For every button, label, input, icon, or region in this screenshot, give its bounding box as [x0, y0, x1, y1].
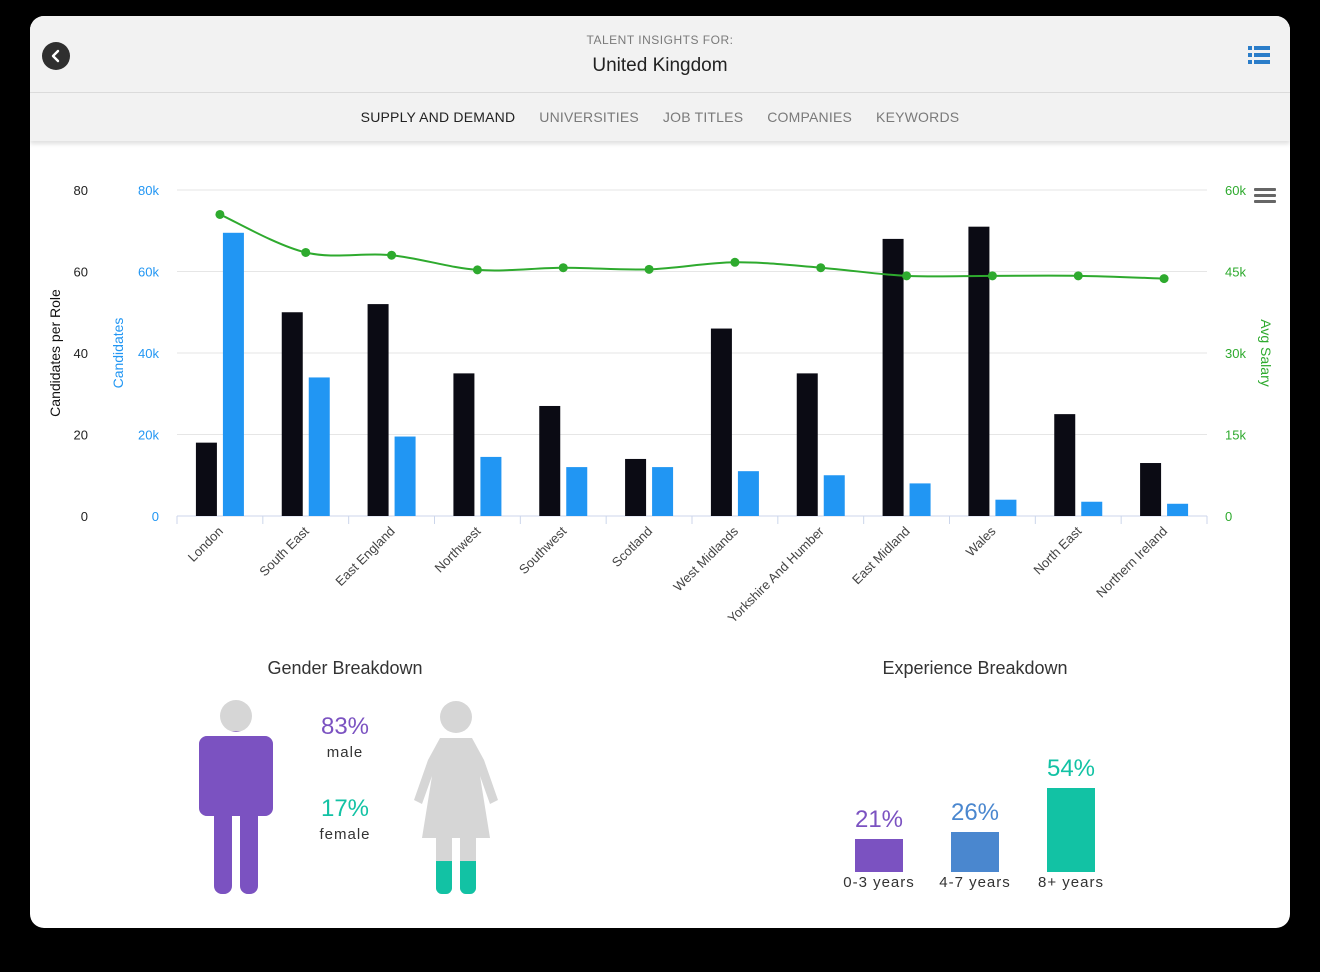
x-tick-label: North East [1030, 523, 1084, 577]
male-label: male [326, 744, 364, 761]
avg-salary-point [1159, 274, 1169, 284]
bar-candidates-per-role [882, 238, 904, 516]
gender-breakdown-title: Gender Breakdown [267, 658, 423, 678]
avg-salary-point [301, 247, 311, 257]
experience-percentage: 54% [1046, 755, 1096, 782]
avg-salary-point [730, 257, 740, 267]
bar-candidates [823, 475, 845, 516]
experience-percentage: 26% [950, 798, 1000, 826]
avg-salary-point [1073, 271, 1083, 281]
bar-candidates-per-role [367, 304, 389, 516]
x-tick-label: London [185, 524, 226, 565]
experience-label: 0-3 years [843, 874, 915, 891]
back-button[interactable] [42, 42, 70, 70]
x-tick-label: Northern Ireland [1093, 524, 1170, 601]
x-tick-label: West Midlands [670, 523, 741, 594]
bar-candidates [308, 377, 330, 516]
x-tick-label: East Midland [849, 524, 913, 588]
x-tick-label: East England [332, 524, 397, 589]
avg-salary-point [987, 271, 997, 281]
y-tick-left2: 0 [152, 509, 159, 524]
y-axis-title-right: Avg Salary [1258, 319, 1274, 386]
chevron-left-icon [51, 49, 60, 63]
bar-candidates [909, 483, 931, 516]
y-tick-left1: 0 [81, 509, 88, 524]
y-tick-right: 60k [1225, 183, 1246, 198]
y-tick-left2: 20k [138, 428, 159, 443]
bar-candidates [222, 232, 244, 516]
experience-label: 8+ years [1038, 874, 1104, 891]
y-tick-left1: 80 [74, 183, 88, 198]
bar-candidates-per-role [796, 373, 818, 516]
avg-salary-point [215, 209, 225, 219]
bar-candidates [737, 471, 759, 516]
y-tick-left1: 20 [74, 428, 88, 443]
male-figure-icon [199, 700, 273, 894]
tab-keywords[interactable]: KEYWORDS [876, 109, 960, 125]
y-axis-title-left1: Candidates per Role [47, 289, 63, 417]
bar-candidates-per-role [625, 458, 647, 516]
male-percentage: 83% [320, 713, 370, 740]
list-view-icon[interactable] [1248, 46, 1270, 64]
bar-candidates [480, 456, 502, 516]
tab-universities[interactable]: UNIVERSITIES [539, 109, 639, 125]
y-tick-right: 15k [1225, 428, 1246, 443]
tab-companies[interactable]: COMPANIES [767, 109, 853, 125]
hamburger-menu-icon[interactable] [1254, 188, 1276, 204]
bar-candidates [394, 436, 416, 516]
y-tick-right: 45k [1225, 265, 1246, 280]
avg-salary-point [472, 265, 482, 275]
x-tick-label: South East [256, 523, 312, 579]
x-tick-label: Northwest [432, 523, 484, 575]
bar-candidates [652, 467, 674, 516]
bar-candidates-per-role [195, 442, 217, 516]
tab-job-titles[interactable]: JOB TITLES [662, 109, 744, 125]
y-tick-left2: 80k [138, 183, 159, 198]
experience-breakdown-title: Experience Breakdown [882, 658, 1068, 678]
supply-demand-chart: 0 0 0 20 20k 15k 40 40k 30k 60 60k 45k 80 80k 60k Candi… [47, 183, 1274, 626]
bar-candidates-per-role [710, 328, 732, 516]
bar-candidates [995, 499, 1017, 516]
tab-supply-and-demand[interactable]: SUPPLY AND DEMAND [360, 109, 516, 125]
experience-percentage: 21% [854, 806, 904, 834]
avg-salary-point [816, 263, 826, 273]
experience-label: 4-7 years [939, 874, 1011, 891]
y-tick-left2: 60k [138, 265, 159, 280]
bar-candidates [1081, 501, 1103, 516]
y-tick-right: 30k [1225, 346, 1246, 361]
x-tick-label: Wales [963, 523, 999, 559]
header-bar: TALENT INSIGHTS FOR: United Kingdom [30, 16, 1290, 93]
avg-salary-point [558, 263, 568, 273]
experience-bar [855, 839, 903, 872]
bar-candidates-per-role [1140, 463, 1162, 516]
y-tick-left2: 40k [138, 346, 159, 361]
y-tick-right: 0 [1225, 509, 1232, 524]
experience-bar [951, 831, 999, 872]
avg-salary-point [644, 264, 654, 274]
female-label: female [319, 826, 371, 843]
page-subtitle: TALENT INSIGHTS FOR: [586, 33, 734, 47]
app-window: TALENT INSIGHTS FOR: United Kingdom SUPP… [30, 16, 1290, 928]
x-tick-label: Scotland [609, 524, 655, 570]
bar-candidates [566, 467, 588, 516]
bar-candidates-per-role [968, 226, 990, 517]
page-title: United Kingdom [592, 55, 728, 76]
bar-candidates [1167, 503, 1189, 516]
y-axis-title-left2: Candidates [110, 318, 126, 389]
y-tick-left1: 40 [74, 346, 88, 361]
bar-candidates-per-role [1054, 414, 1076, 516]
bar-candidates-per-role [453, 373, 475, 516]
avg-salary-line [219, 213, 1165, 280]
avg-salary-point [387, 250, 397, 260]
bar-candidates-per-role [539, 405, 561, 516]
x-tick-label: Southwest [516, 523, 570, 577]
female-percentage: 17% [320, 795, 370, 822]
tab-bar: SUPPLY AND DEMAND UNIVERSITIES JOB TITLE… [30, 93, 1290, 141]
y-tick-left1: 60 [74, 265, 88, 280]
x-tick-label: Yorkshire And Humber [725, 523, 828, 626]
female-figure-icon [414, 701, 498, 894]
avg-salary-point [902, 271, 912, 281]
bar-candidates-per-role [281, 312, 303, 516]
experience-bar [1047, 788, 1095, 872]
